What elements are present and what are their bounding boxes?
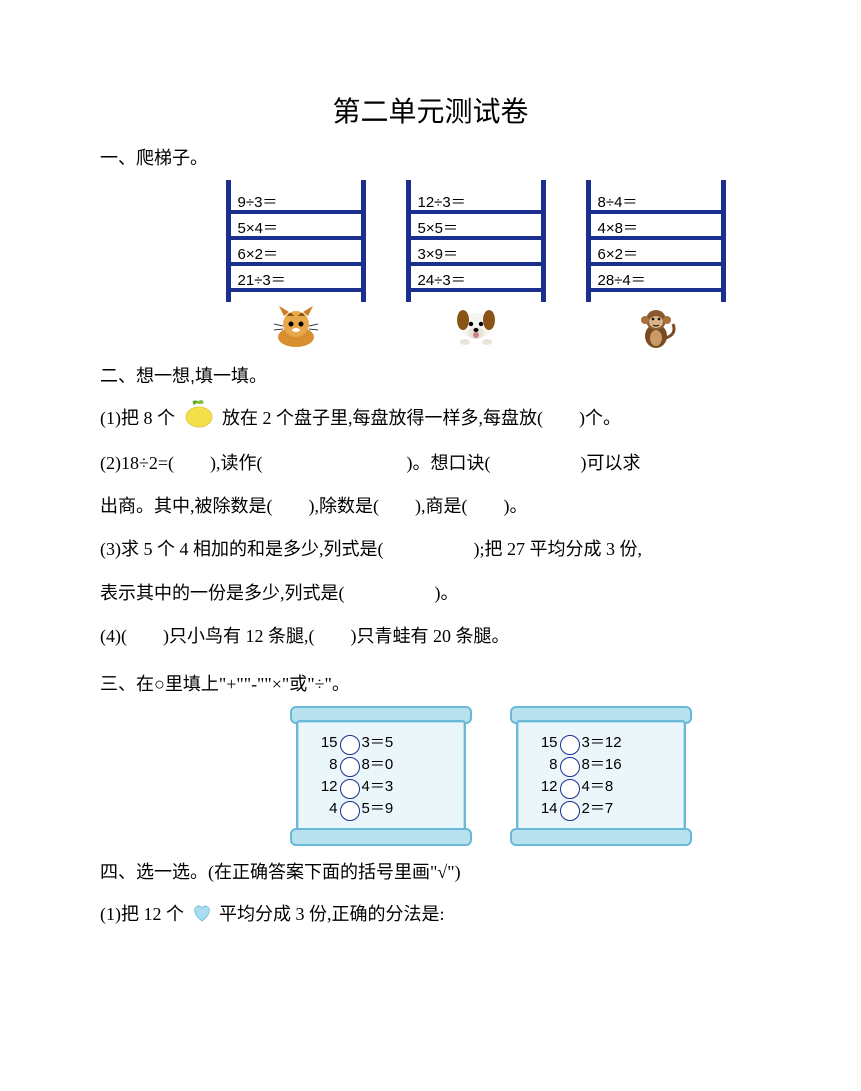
scroll-row: 153＝5 [318,732,450,754]
q4-1: (1)把 12 个 平均分成 3 份,正确的分法是: [100,894,761,935]
operator-circle[interactable] [560,757,580,777]
section-2-heading: 二、想一想,填一填。 [100,362,761,388]
monkey-icon [586,306,726,350]
ladder-equation: 21÷3＝ [238,269,354,290]
scroll-row: 153＝12 [538,732,670,754]
ladder-equation: 6×2＝ [238,243,354,264]
operator-circle[interactable] [560,779,580,799]
ladders-container: 9÷3＝ 5×4＝ 6×2＝ 21÷3＝ [190,180,761,350]
operator-circle[interactable] [340,779,360,799]
ladder-equation: 28÷4＝ [598,269,714,290]
ladder-equation: 4×8＝ [598,217,714,238]
section-3-heading: 三、在○里填上"+""-""×"或"÷"。 [100,670,761,696]
ladder-3: 8÷4＝ 4×8＝ 6×2＝ 28÷4＝ [586,180,726,350]
scroll-row: 45＝9 [318,798,450,820]
ladder-equation: 12÷3＝ [418,191,534,212]
q2-4: (4)( )只小鸟有 12 条腿,( )只青蛙有 20 条腿。 [100,616,761,657]
section-4-heading: 四、选一选。(在正确答案下面的括号里画"√") [100,858,761,884]
heart-icon [191,897,213,938]
ladder-equation: 5×4＝ [238,217,354,238]
scroll-row: 88＝16 [538,754,670,776]
ladder-equation: 3×9＝ [418,243,534,264]
operator-circle[interactable] [560,801,580,821]
scroll-row: 124＝3 [318,776,450,798]
operator-circle[interactable] [560,735,580,755]
ladder-equation: 24÷3＝ [418,269,534,290]
scroll-row: 142＝7 [538,798,670,820]
q2-2a: (2)18÷2=( ),读作( )。想口诀( )可以求 [100,443,761,484]
q2-3b: 表示其中的一份是多少,列式是( )。 [100,573,761,614]
scrolls-container: 153＝5 88＝0 124＝3 45＝9 153＝12 [220,706,761,846]
operator-circle[interactable] [340,735,360,755]
operator-circle[interactable] [340,801,360,821]
ladder-1: 9÷3＝ 5×4＝ 6×2＝ 21÷3＝ [226,180,366,350]
lemon-icon [182,399,216,444]
q2-3a: (3)求 5 个 4 相加的和是多少,列式是( );把 27 平均分成 3 份, [100,529,761,570]
operator-circle[interactable] [340,757,360,777]
q2-2b: 出商。其中,被除数是( ),除数是( ),商是( )。 [100,486,761,527]
page-title: 第二单元测试卷 [100,90,761,130]
q2-1: (1)把 8 个 放在 2 个盘子里,每盘放得一样多,每盘放( )个。 [100,398,761,441]
ladder-2: 12÷3＝ 5×5＝ 3×9＝ 24÷3＝ [406,180,546,350]
scroll-left: 153＝5 88＝0 124＝3 45＝9 [296,706,466,846]
scroll-right: 153＝12 88＝16 124＝8 142＝7 [516,706,686,846]
scroll-row: 88＝0 [318,754,450,776]
ladder-equation: 8÷4＝ [598,191,714,212]
scroll-row: 124＝8 [538,776,670,798]
cat-icon [226,306,366,348]
ladder-equation: 9÷3＝ [238,191,354,212]
dog-icon [406,306,546,346]
ladder-equation: 6×2＝ [598,243,714,264]
section-1-heading: 一、爬梯子。 [100,144,761,170]
ladder-equation: 5×5＝ [418,217,534,238]
